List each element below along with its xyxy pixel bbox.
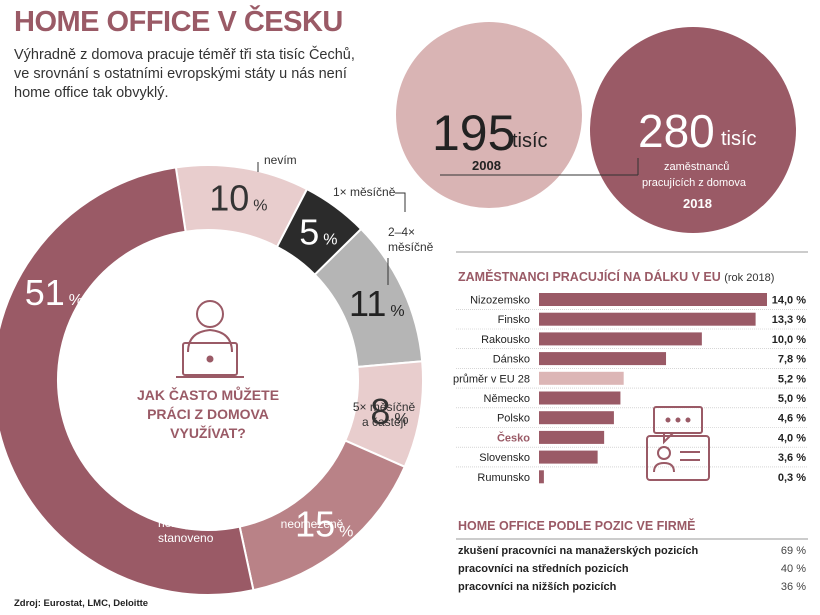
bubble-2008-circle	[396, 22, 582, 208]
positions-row-label: zkušení pracovníci na manažerských pozic…	[458, 545, 699, 557]
bar-value-label: 3,6 %	[778, 452, 806, 464]
donut-slice-label: 5× měsíčně	[353, 400, 416, 414]
positions-row: pracovníci na nižších pozicích 36 %	[458, 581, 808, 599]
bar-value-label: 7,8 %	[778, 354, 806, 366]
positions-row-label: pracovníci na středních pozicích	[458, 563, 629, 575]
donut-slice-label: 2–4×	[388, 225, 415, 239]
positions-row-value: 36 %	[780, 581, 806, 593]
center-question-line: VYUŽÍVAT?	[170, 424, 246, 441]
bubble-2008-year: 2008	[472, 158, 501, 173]
donut-slice-label: neomezeně	[281, 517, 344, 531]
bubble-2018-desc-2: pracujících z domova	[642, 177, 747, 189]
eu-bar-chart: Nizozemsko 14,0 % Finsko 13,3 % Rakousko 10,0…	[453, 293, 808, 484]
bar-value-label: 5,0 %	[778, 393, 806, 405]
page-title: HOME OFFICE V ČESKU	[14, 6, 343, 38]
donut-slice-label: nevím	[264, 153, 297, 167]
center-question-line: PRÁCI Z DOMOVA	[147, 406, 269, 422]
bar-category-label: Polsko	[497, 413, 530, 425]
bubble-2008-value: 195	[432, 105, 515, 161]
donut-chart	[0, 164, 424, 596]
donut-percent-sign: %	[390, 303, 404, 320]
eu-section-title: ZAMĚSTNANCI PRACUJÍCÍ NA DÁLKU V EU (rok…	[458, 270, 774, 284]
eu-bar	[539, 450, 598, 464]
bar-category-label: Nizozemsko	[470, 295, 530, 307]
eu-bar	[539, 470, 544, 484]
eu-section-title-text: ZAMĚSTNANCI PRACUJÍCÍ NA DÁLKU V EU	[458, 270, 721, 284]
bubble-2018-desc-1: zaměstnanců	[664, 161, 729, 173]
bar-category-label: Rakousko	[481, 334, 530, 346]
eu-bar	[539, 411, 614, 425]
bar-value-label: 14,0 %	[772, 295, 806, 307]
donut-slice-label: stanoveno	[158, 531, 214, 545]
eu-bar	[539, 371, 624, 385]
eu-section-note: (rok 2018)	[724, 272, 775, 284]
leader-line	[395, 192, 406, 212]
chat-user-icon	[646, 406, 710, 481]
bar-category-label: průměr v EU 28	[453, 373, 530, 385]
bar-value-label: 4,6 %	[778, 413, 806, 425]
donut-percent-sign: %	[339, 524, 353, 541]
eu-bar	[539, 293, 767, 306]
positions-row-label: pracovníci na nižších pozicích	[458, 581, 617, 593]
donut-slice-label: není pevně	[158, 516, 218, 530]
eu-bar	[539, 430, 605, 444]
donut-percent-sign: %	[69, 292, 83, 309]
bubble-2018: 280 tisíc zaměstnanců pracujících z domo…	[590, 27, 796, 233]
bar-category-label: Dánsko	[493, 354, 530, 366]
bar-value-label: 10,0 %	[772, 334, 806, 346]
bubble-2018-year: 2018	[683, 196, 712, 211]
donut-value-label: 51%	[25, 272, 83, 313]
center-question-line: JAK ČASTO MŮŽETE	[137, 385, 279, 403]
bar-value-label: 4,0 %	[778, 432, 806, 444]
bar-category-label: Rumunsko	[477, 472, 530, 484]
eu-bar	[539, 352, 667, 366]
bar-value-label: 5,2 %	[778, 373, 806, 385]
donut-slice	[0, 166, 255, 596]
bar-value-label: 0,3 %	[778, 472, 806, 484]
bubble-2018-unit: tisíc	[721, 128, 757, 150]
bubble-2018-value: 280	[638, 105, 715, 157]
eu-bar	[539, 391, 621, 405]
donut-percent-sign: %	[323, 231, 337, 248]
eu-bar	[539, 332, 702, 346]
bar-category-label: Česko	[497, 431, 530, 444]
positions-row-value: 69 %	[780, 545, 806, 557]
donut-slice-label: a častěji	[362, 415, 406, 429]
positions-row-value: 40 %	[780, 563, 806, 575]
bubble-2018-circle	[590, 27, 796, 233]
person-laptop-icon	[176, 300, 244, 378]
positions-row: pracovníci na středních pozicích 40 %	[458, 563, 808, 581]
bar-category-label: Finsko	[498, 314, 530, 326]
bar-category-label: Slovensko	[479, 452, 530, 464]
bubble-2008: 195 tisíc 2008	[396, 22, 582, 208]
bar-value-label: 13,3 %	[772, 314, 806, 326]
eu-bar	[539, 312, 756, 326]
donut-slice-label: 1× měsíčně	[333, 185, 396, 199]
center-question: JAK ČASTO MŮŽETE PRÁCI Z DOMOVA VYUŽÍVAT?	[137, 385, 279, 441]
source-note: Zdroj: Eurostat, LMC, Deloitte	[14, 598, 149, 609]
positions-row: zkušení pracovníci na manažerských pozic…	[458, 545, 808, 563]
donut-percent-sign: %	[253, 198, 267, 215]
positions-section-title: HOME OFFICE PODLE POZIC VE FIRMĚ	[458, 519, 696, 533]
donut-slice-label: měsíčně	[388, 240, 434, 254]
subtitle: Výhradně z domova pracuje téměř tři sta …	[14, 47, 355, 101]
donut-percent-sign: %	[394, 411, 408, 428]
bar-category-label: Německo	[484, 393, 530, 405]
bubble-2008-unit: tisíc	[512, 130, 548, 152]
